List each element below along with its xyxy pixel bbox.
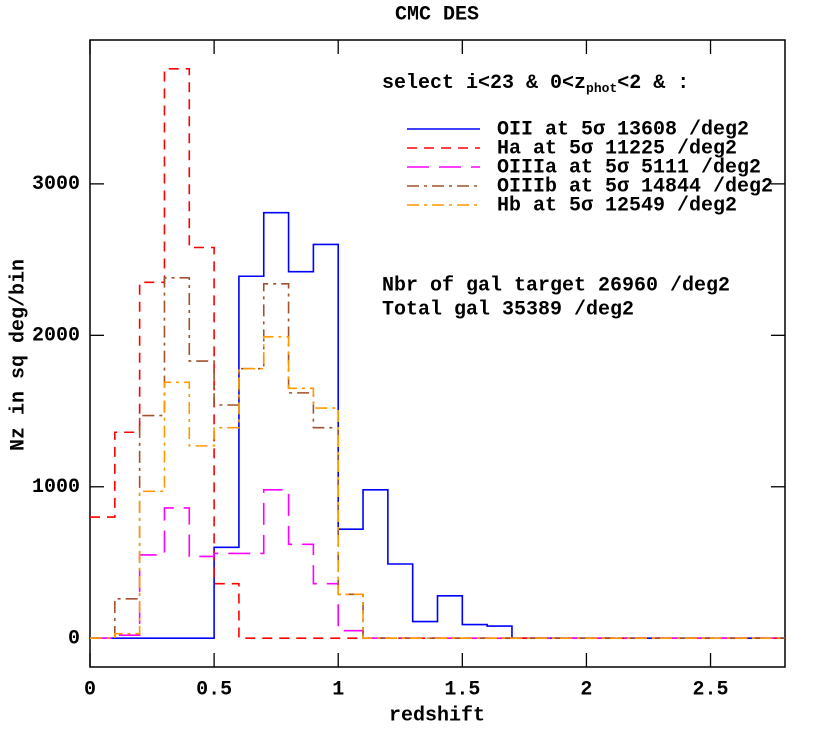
y-tick-label: 0 (68, 628, 80, 651)
total-annotation: Total gal 35389 /deg2 (382, 298, 634, 321)
plot-frame (89, 39, 786, 668)
x-axis-label: redshift (389, 704, 485, 727)
legend-label: OII at 5σ 13608 /deg2 (497, 118, 749, 141)
x-tick-label: 0 (84, 678, 96, 701)
x-tick-label: 0.5 (196, 678, 232, 701)
legend-label: OIIIb at 5σ 14844 /deg2 (497, 175, 773, 198)
x-tick-label: 1.5 (444, 678, 480, 701)
target-annotation: Nbr of gal target 26960 /deg2 (382, 274, 730, 297)
x-tick-label: 1 (332, 678, 344, 701)
legend-label: OIIIa at 5σ 5111 /deg2 (497, 156, 761, 179)
histogram-step (90, 336, 785, 640)
x-tick-label: 2 (580, 678, 592, 701)
y-axis-label: Nz in sq deg/bin (7, 259, 30, 451)
y-tick-label: 1000 (32, 476, 80, 499)
y-tick-label: 2000 (32, 325, 80, 348)
annotation-part: <2 & : (617, 72, 689, 95)
x-tick-label: 2.5 (693, 678, 729, 701)
annotation-subscript: phot (586, 81, 617, 96)
histogram-step (90, 276, 785, 640)
y-tick-label: 3000 (32, 173, 80, 196)
chart-title: CMC DES (395, 3, 479, 26)
annotation-part: select i<23 & 0<z (382, 72, 586, 95)
selection-annotation: select i<23 & 0<zphot<2 & : (382, 72, 689, 96)
legend-label: Hb at 5σ 12549 /deg2 (497, 194, 737, 217)
legend-label: Ha at 5σ 11225 /deg2 (497, 137, 737, 160)
